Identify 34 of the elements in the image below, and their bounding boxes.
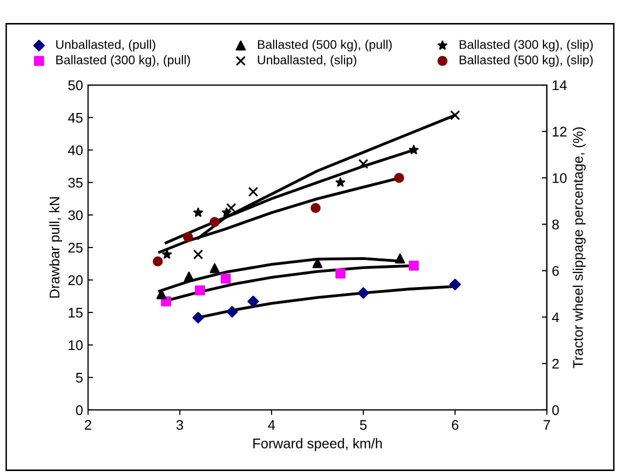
y-tick-label: 50 — [68, 80, 83, 90]
y-tick-label: 40 — [68, 145, 83, 156]
y2-tick-label: 12 — [552, 126, 566, 136]
legend-label: Ballasted (300 kg), (slip) — [460, 40, 593, 52]
legend-label: Ballasted (300 kg), (pull) — [56, 55, 190, 67]
y-tick-label: 30 — [68, 210, 83, 220]
y2-axis-title: Tractor wheel slippage percentage, (%) — [572, 127, 586, 368]
legend-label: Ballasted (500 kg), (pull) — [258, 40, 392, 52]
x-tick-label: 2 — [84, 420, 92, 430]
x-tick-label: 5 — [360, 420, 367, 430]
legend-label: Unballasted, (pull) — [56, 40, 156, 52]
y2-tick-label: 2 — [552, 358, 559, 369]
y2-tick-label: 10 — [552, 173, 567, 184]
x-axis-title: Forward speed, km/h — [253, 438, 382, 452]
legend-label: Unballasted, (slip) — [258, 55, 356, 67]
y-tick-label: 20 — [68, 275, 83, 286]
y-tick-label: 15 — [68, 308, 83, 318]
legend-label: Ballasted (500 kg), (slip) — [460, 55, 593, 67]
x-tick-label: 6 — [452, 420, 458, 430]
y2-tick-label: 8 — [552, 220, 559, 230]
y-tick-label: 25 — [68, 242, 83, 253]
y2-tick-label: 6 — [552, 266, 559, 276]
y-tick-label: 0 — [76, 405, 83, 416]
y-tick-label: 10 — [68, 340, 83, 350]
y2-tick-label: 4 — [552, 312, 560, 322]
y2-tick-label: 0 — [552, 405, 559, 416]
y-tick-label: 35 — [68, 178, 83, 188]
x-tick-label: 3 — [176, 420, 184, 430]
x-tick-label: 7 — [544, 420, 550, 430]
y-axis-title: Drawbar pull, kN — [49, 197, 62, 298]
y-tick-label: 45 — [68, 112, 83, 123]
y2-tick-label: 14 — [552, 80, 567, 90]
x-tick-label: 4 — [268, 420, 276, 430]
y-tick-label: 5 — [76, 372, 83, 383]
